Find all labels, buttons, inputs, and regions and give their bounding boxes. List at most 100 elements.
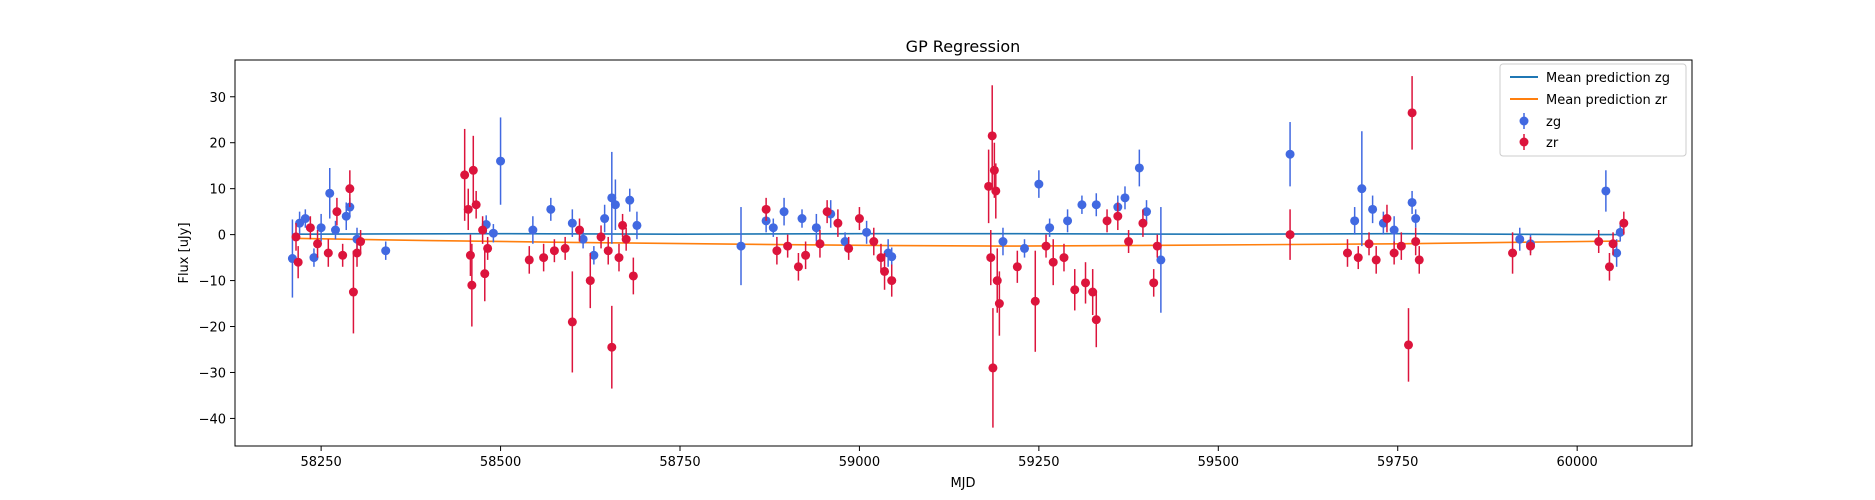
point-zr-60	[1059, 253, 1069, 263]
point-zr-8	[348, 287, 358, 297]
point-zr-6	[338, 250, 348, 260]
point-zr-26	[585, 276, 595, 286]
point-zg-3	[309, 253, 319, 263]
point-zr-29	[607, 342, 617, 352]
point-zr-78	[1396, 241, 1406, 251]
point-zr-52	[989, 165, 999, 175]
point-zg-36	[1020, 243, 1030, 253]
point-zg-37	[1034, 179, 1044, 189]
point-zr-72	[1342, 248, 1352, 258]
point-zg-21	[610, 200, 620, 210]
point-zr-88	[1619, 218, 1629, 228]
point-zr-77	[1389, 248, 1399, 258]
point-zg-50	[1368, 204, 1378, 214]
point-zr-40	[822, 207, 832, 217]
point-zr-1	[293, 257, 303, 267]
x-tick-label-58500: 58500	[480, 455, 521, 470]
point-zr-12	[463, 204, 473, 214]
point-zg-19	[600, 214, 610, 224]
point-zg-22	[625, 195, 635, 205]
point-zr-16	[471, 200, 481, 210]
point-zr-85	[1594, 237, 1604, 247]
point-zr-69	[1149, 278, 1159, 288]
point-zg-16	[567, 218, 577, 228]
point-zr-87	[1608, 239, 1618, 249]
point-zg-41	[1091, 200, 1101, 210]
y-tick-label--30: −30	[199, 366, 226, 381]
point-zr-34	[761, 204, 771, 214]
point-zr-20	[524, 255, 534, 265]
y-tick-label-30: 30	[209, 91, 226, 106]
point-zg-43	[1120, 193, 1130, 203]
point-zr-64	[1091, 315, 1101, 325]
point-zr-61	[1070, 285, 1080, 295]
point-zr-44	[869, 237, 879, 247]
point-zr-37	[793, 262, 803, 272]
point-zg-46	[1156, 255, 1166, 265]
point-zr-86	[1604, 262, 1614, 272]
point-zr-76	[1382, 214, 1392, 224]
point-zr-24	[567, 317, 577, 327]
point-zg-27	[779, 207, 789, 217]
point-zg-17	[578, 234, 588, 244]
y-tick-label--40: −40	[199, 412, 226, 427]
legend-label-zg: zg	[1546, 115, 1561, 130]
point-zr-10	[356, 237, 366, 247]
legend-marker-zg	[1519, 116, 1529, 126]
y-axis-label: Flux [uJy]	[177, 222, 192, 283]
point-zg-29	[811, 223, 821, 233]
point-zr-84	[1526, 241, 1536, 251]
point-zg-48	[1350, 216, 1360, 226]
x-tick-label-58750: 58750	[659, 455, 700, 470]
point-zg-57	[1601, 186, 1611, 196]
point-zr-70	[1152, 241, 1162, 251]
point-zr-43	[854, 214, 864, 224]
point-zg-7	[341, 211, 351, 221]
point-zr-80	[1407, 108, 1417, 118]
point-zr-79	[1403, 340, 1413, 350]
x-tick-label-59500: 59500	[1198, 455, 1239, 470]
point-zg-38	[1045, 223, 1055, 233]
point-zr-31	[618, 220, 628, 230]
point-zr-62	[1081, 278, 1091, 288]
point-zr-32	[621, 234, 631, 244]
point-zr-17	[478, 225, 488, 235]
y-tick-label-10: 10	[209, 183, 226, 198]
point-zg-26	[768, 223, 778, 233]
point-zg-34	[887, 252, 897, 262]
x-tick-label-59250: 59250	[1018, 455, 1059, 470]
point-zr-58	[1041, 241, 1051, 251]
point-zg-55	[1515, 234, 1525, 244]
point-zr-51	[988, 363, 998, 373]
axes-frame	[234, 59, 1693, 447]
point-zg-18	[589, 250, 599, 260]
point-zg-58	[1612, 248, 1622, 258]
point-zr-42	[844, 243, 854, 253]
point-zr-50	[987, 131, 997, 141]
point-zr-55	[994, 299, 1004, 309]
x-tick-label-59000: 59000	[839, 455, 880, 470]
point-zg-20	[607, 193, 617, 203]
point-zr-23	[560, 243, 570, 253]
point-zg-4	[316, 223, 326, 233]
legend-marker-zr	[1519, 137, 1529, 147]
point-zg-45	[1142, 207, 1152, 217]
point-zg-49	[1357, 184, 1367, 194]
point-zr-63	[1088, 287, 1098, 297]
point-zg-28	[797, 214, 807, 224]
point-zr-39	[815, 239, 825, 249]
point-zr-3	[313, 239, 323, 249]
point-zr-47	[887, 276, 897, 286]
point-zr-21	[539, 253, 549, 263]
point-zg-54	[1411, 214, 1421, 224]
point-zr-5	[332, 207, 342, 217]
legend-label-zr: zr	[1546, 136, 1559, 151]
x-tick-label-60000: 60000	[1556, 455, 1597, 470]
point-zr-82	[1414, 255, 1424, 265]
x-axis-label: MJD	[950, 476, 975, 491]
point-zr-68	[1138, 218, 1148, 228]
point-zg-14	[528, 225, 538, 235]
axis-ticks: 58250 58500 58750 59000 59250 59500 59750 60000…	[199, 91, 1598, 470]
point-zg-15	[546, 204, 556, 214]
point-zr-45	[876, 253, 886, 263]
